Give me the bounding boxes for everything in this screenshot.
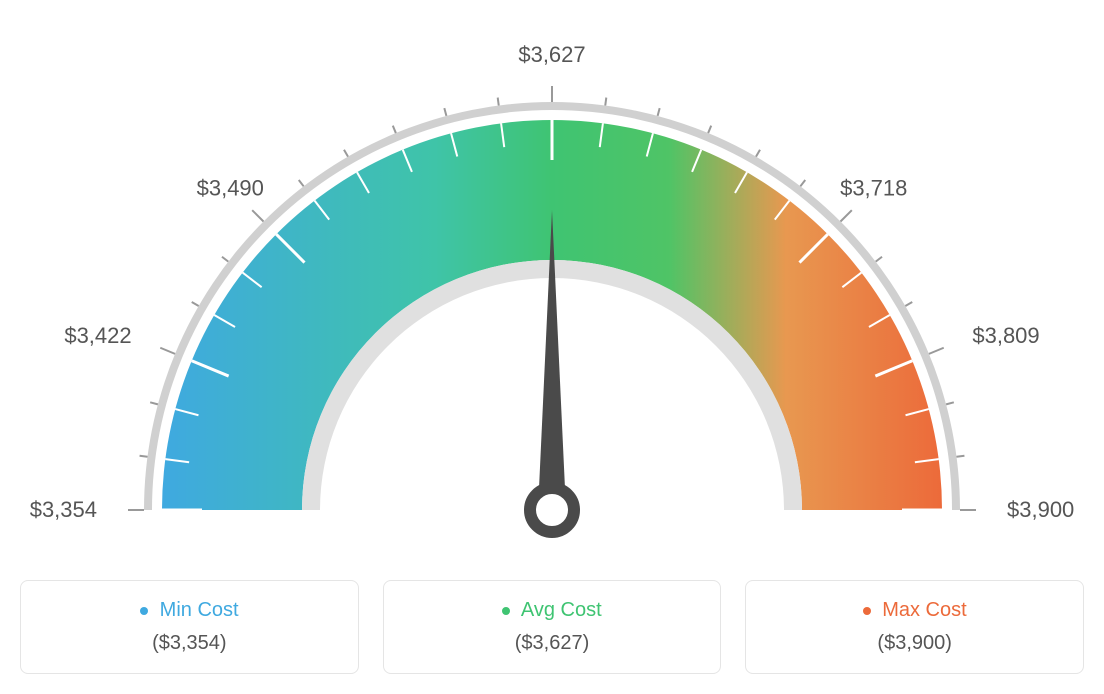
gauge-area: $3,354 $3,422 $3,490 $3,627 $3,718 $3,809 $3,9…	[20, 20, 1084, 560]
legend-value-min: ($3,354)	[33, 632, 346, 655]
svg-text:$3,354: $3,354	[30, 497, 97, 522]
legend-title-max: Max Cost	[758, 599, 1071, 622]
legend-card-avg: Avg Cost ($3,627)	[383, 580, 722, 674]
legend-value-max: ($3,900)	[758, 632, 1071, 655]
legend-card-max: Max Cost ($3,900)	[745, 580, 1084, 674]
legend-title-avg: Avg Cost	[396, 599, 709, 622]
svg-text:$3,627: $3,627	[518, 42, 585, 67]
legend-title-min: Min Cost	[33, 599, 346, 622]
svg-text:$3,490: $3,490	[197, 175, 264, 200]
legend-label-max: Max Cost	[882, 599, 966, 621]
legend-row: Min Cost ($3,354) Avg Cost ($3,627) Max …	[20, 580, 1084, 674]
svg-text:$3,422: $3,422	[64, 323, 131, 348]
svg-text:$3,809: $3,809	[972, 323, 1039, 348]
legend-label-min: Min Cost	[160, 599, 239, 621]
gauge-svg: $3,354 $3,422 $3,490 $3,627 $3,718 $3,809 $3,9…	[20, 20, 1084, 560]
dot-avg	[502, 607, 510, 615]
legend-value-avg: ($3,627)	[396, 632, 709, 655]
svg-text:$3,900: $3,900	[1007, 497, 1074, 522]
legend-card-min: Min Cost ($3,354)	[20, 580, 359, 674]
dot-max	[863, 607, 871, 615]
gauge-chart-container: $3,354 $3,422 $3,490 $3,627 $3,718 $3,809 $3,9…	[20, 20, 1084, 674]
svg-text:$3,718: $3,718	[840, 175, 907, 200]
legend-label-avg: Avg Cost	[521, 599, 602, 621]
dot-min	[140, 607, 148, 615]
